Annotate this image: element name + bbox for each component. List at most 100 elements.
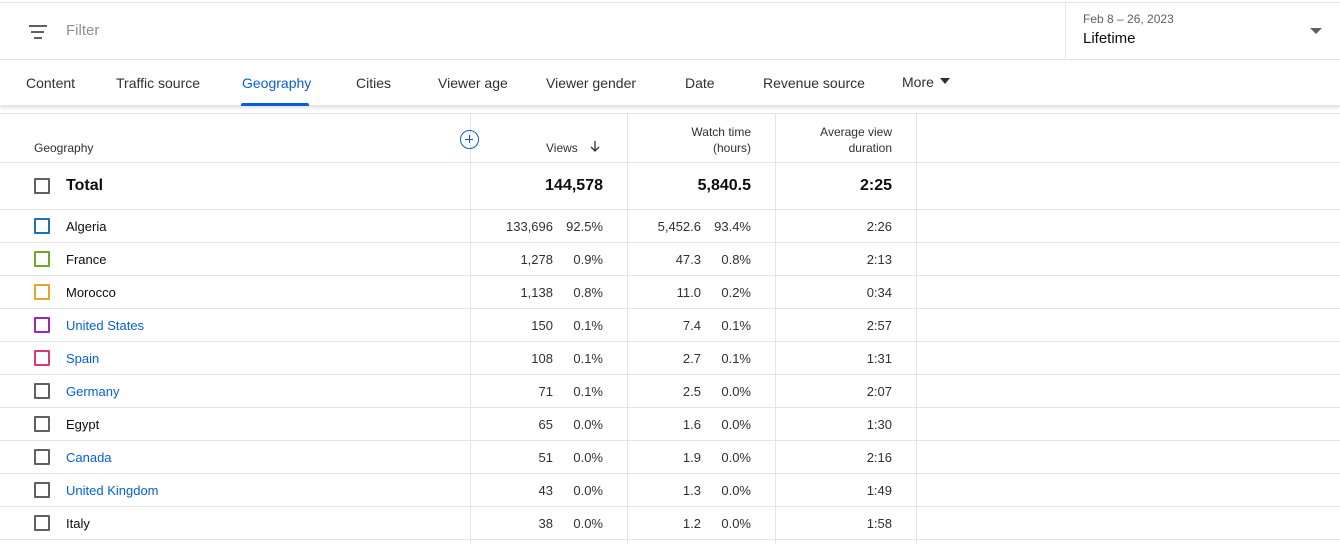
- views-value: 71: [538, 384, 553, 399]
- column-divider: [627, 113, 628, 544]
- divider: [0, 308, 1340, 309]
- views-percent: 0.1%: [573, 318, 603, 333]
- views-value: 43: [538, 483, 553, 498]
- tab-more-label: More: [902, 74, 934, 90]
- watch-time-percent: 0.0%: [721, 483, 751, 498]
- date-range-text: Feb 8 – 26, 2023: [1083, 12, 1174, 26]
- table-row[interactable]: Italy 38 0.0% 1.2 0.0% 1:58: [0, 507, 1340, 540]
- avg-duration-value: 0:34: [866, 285, 892, 300]
- row-checkbox[interactable]: [34, 284, 50, 300]
- table-row[interactable]: Morocco 1,138 0.8% 11.0 0.2% 0:34: [0, 276, 1340, 309]
- avg-duration-value: 1:58: [866, 516, 892, 531]
- table-row[interactable]: United States 150 0.1% 7.4 0.1% 2:57: [0, 309, 1340, 342]
- watch-time-value: 7.4: [682, 318, 701, 333]
- date-range-label: Lifetime: [1083, 30, 1136, 47]
- add-metric-icon[interactable]: [460, 130, 479, 149]
- row-checkbox[interactable]: [34, 251, 50, 267]
- total-row: Total 144,578 5,840.5 2:25: [0, 163, 1340, 209]
- tab-content[interactable]: Content: [26, 75, 76, 91]
- watch-time-value: 2.5: [682, 384, 701, 399]
- column-header-avg-duration-line2: duration: [848, 141, 892, 155]
- caret-down-icon: [939, 78, 950, 85]
- filter-icon[interactable]: [29, 23, 47, 39]
- watch-time-percent: 0.2%: [721, 285, 751, 300]
- views-percent: 0.8%: [573, 285, 603, 300]
- views-value: 133,696: [506, 219, 553, 234]
- table-row[interactable]: Egypt 65 0.0% 1.6 0.0% 1:30: [0, 408, 1340, 441]
- total-watch-time: 5,840.5: [697, 177, 751, 194]
- filter-input[interactable]: Filter: [66, 22, 100, 39]
- tab-viewer-gender[interactable]: Viewer gender: [546, 75, 637, 91]
- active-tab-indicator: [241, 103, 309, 106]
- views-percent: 0.1%: [573, 351, 603, 366]
- row-checkbox[interactable]: [34, 515, 50, 531]
- avg-duration-value: 2:16: [866, 450, 892, 465]
- watch-time-percent: 0.0%: [721, 450, 751, 465]
- row-checkbox[interactable]: [34, 482, 50, 498]
- views-value: 150: [531, 318, 553, 333]
- divider: [0, 539, 1340, 540]
- table-row[interactable]: Germany 71 0.1% 2.5 0.0% 2:07: [0, 375, 1340, 408]
- column-header-avg-duration-line1: Average view: [820, 125, 892, 139]
- table-row[interactable]: Canada 51 0.0% 1.9 0.0% 2:16: [0, 441, 1340, 474]
- row-checkbox[interactable]: [34, 383, 50, 399]
- divider: [0, 162, 1340, 163]
- country-name[interactable]: United States: [66, 318, 145, 333]
- country-name: Algeria: [66, 219, 107, 234]
- divider: [0, 209, 1340, 210]
- divider: [0, 341, 1340, 342]
- avg-duration-value: 2:07: [866, 384, 892, 399]
- watch-time-value: 2.7: [682, 351, 701, 366]
- views-percent: 0.0%: [573, 450, 603, 465]
- filter-bar: Filter Feb 8 – 26, 2023 Lifetime: [0, 2, 1340, 60]
- watch-time-percent: 0.1%: [721, 351, 751, 366]
- divider: [0, 374, 1340, 375]
- avg-duration-value: 2:26: [866, 219, 892, 234]
- country-name[interactable]: Spain: [66, 351, 100, 366]
- country-name[interactable]: United Kingdom: [66, 483, 159, 498]
- country-name: Morocco: [66, 285, 116, 300]
- tab-geography[interactable]: Geography: [242, 75, 312, 91]
- column-header-watch-time-line1: Watch time: [691, 125, 751, 139]
- dimension-tabs: Content Traffic source Geography Cities …: [0, 60, 1340, 106]
- tab-date[interactable]: Date: [685, 75, 715, 91]
- column-divider: [916, 113, 917, 544]
- sort-down-icon[interactable]: [590, 141, 600, 153]
- country-name[interactable]: Canada: [66, 450, 112, 465]
- views-percent: 0.0%: [573, 516, 603, 531]
- divider: [0, 407, 1340, 408]
- table-row[interactable]: United Kingdom 43 0.0% 1.3 0.0% 1:49: [0, 474, 1340, 507]
- views-percent: 0.0%: [573, 417, 603, 432]
- tab-revenue-source[interactable]: Revenue source: [763, 75, 865, 91]
- views-value: 51: [538, 450, 553, 465]
- country-name: France: [66, 252, 107, 267]
- row-checkbox[interactable]: [34, 218, 50, 234]
- country-name: Italy: [66, 516, 90, 531]
- views-percent: 92.5%: [566, 219, 603, 234]
- views-value: 1,138: [520, 285, 553, 300]
- dropdown-caret-icon[interactable]: [1310, 28, 1322, 34]
- table-row[interactable]: Algeria 133,696 92.5% 5,452.6 93.4% 2:26: [0, 210, 1340, 243]
- table-row[interactable]: France 1,278 0.9% 47.3 0.8% 2:13: [0, 243, 1340, 276]
- column-header-avg-duration[interactable]: Average view duration: [775, 124, 892, 156]
- tab-traffic-source[interactable]: Traffic source: [116, 75, 201, 91]
- table-row[interactable]: Spain 108 0.1% 2.7 0.1% 1:31: [0, 342, 1340, 375]
- avg-duration-value: 1:31: [866, 351, 892, 366]
- column-header-geography[interactable]: Geography: [34, 141, 94, 155]
- row-checkbox[interactable]: [34, 449, 50, 465]
- column-header-views[interactable]: Views: [546, 141, 578, 155]
- views-percent: 0.9%: [573, 252, 603, 267]
- tab-viewer-age[interactable]: Viewer age: [438, 75, 508, 91]
- row-checkbox[interactable]: [34, 416, 50, 432]
- row-checkbox[interactable]: [34, 350, 50, 366]
- total-checkbox[interactable]: [34, 178, 50, 194]
- total-views: 144,578: [545, 177, 603, 194]
- row-checkbox[interactable]: [34, 317, 50, 333]
- tab-cities[interactable]: Cities: [356, 75, 392, 91]
- avg-duration-value: 1:49: [866, 483, 892, 498]
- date-range-selector[interactable]: Feb 8 – 26, 2023 Lifetime: [1065, 3, 1340, 60]
- tab-more[interactable]: More: [902, 74, 950, 90]
- country-name[interactable]: Germany: [66, 384, 120, 399]
- watch-time-percent: 0.1%: [721, 318, 751, 333]
- column-header-watch-time[interactable]: Watch time (hours): [627, 124, 751, 156]
